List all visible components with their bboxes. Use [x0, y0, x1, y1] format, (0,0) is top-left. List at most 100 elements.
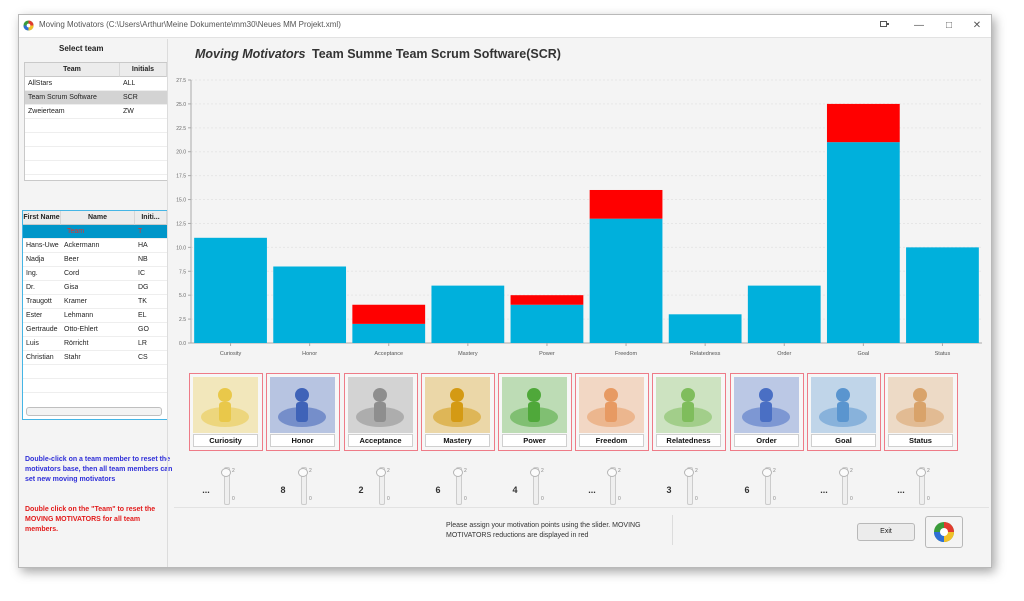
slider-min-label: 0 — [695, 496, 698, 502]
slider-thumb-mastery[interactable] — [453, 468, 463, 477]
motivator-card-label: Power — [502, 434, 567, 447]
team-name-cell: Team Scrum Software — [28, 94, 97, 101]
moving-motivators-logo-icon — [934, 522, 954, 542]
exit-button[interactable]: Exit — [857, 523, 915, 541]
slider-min-label: 0 — [309, 496, 312, 502]
y-tick-label: 2.5 — [179, 317, 186, 323]
power-card-image-icon — [502, 377, 567, 433]
y-tick-label: 0.0 — [179, 341, 186, 347]
motivator-card-goal[interactable]: Goal — [807, 373, 881, 451]
member-initials-cell: DG — [138, 284, 149, 291]
slider-thumb-relatedness[interactable] — [684, 468, 694, 477]
initials-column-header[interactable]: Initi... — [135, 211, 167, 225]
motivator-card-power[interactable]: Power — [498, 373, 572, 451]
slider-max-label: 2 — [850, 468, 853, 474]
motivator-card-curiosity[interactable]: Curiosity — [189, 373, 263, 451]
motivator-card-freedom[interactable]: Freedom — [575, 373, 649, 451]
team-title: Team Summe Team Scrum Software(SCR) — [312, 47, 561, 61]
member-first-name-cell: Traugott — [26, 298, 52, 305]
slider-track-power[interactable] — [533, 467, 539, 505]
slider-track-acceptance[interactable] — [379, 467, 385, 505]
member-row[interactable]: Christian Stahr CS — [23, 351, 167, 365]
slider-thumb-honor[interactable] — [298, 468, 308, 477]
motivator-card-order[interactable]: Order — [730, 373, 804, 451]
slider-track-curiosity[interactable] — [224, 467, 230, 505]
member-row[interactable]: Ester Lehmann EL — [23, 309, 167, 323]
team-column-header[interactable]: Team — [25, 63, 120, 77]
team-row[interactable]: Team Scrum Software SCR — [25, 91, 167, 105]
member-name-cell: Cord — [64, 270, 80, 277]
member-first-name-cell: Gertraude — [26, 326, 58, 333]
slider-max-label: 2 — [773, 468, 776, 474]
motivators-chart: 0.0 2.5 5.0 7.5 10.0 12.5 15.0 17.5 20.0 22.5 25.0… — [176, 78, 982, 357]
slider-thumb-status[interactable] — [916, 468, 926, 477]
slider-thumb-freedom[interactable] — [607, 468, 617, 477]
slider-thumb-acceptance[interactable] — [376, 468, 386, 477]
motivator-card-label: Relatedness — [656, 434, 721, 447]
member-first-name-cell: Hans-Uwe — [26, 242, 59, 249]
member-name-cell: Otto-Ehlert — [64, 326, 98, 333]
member-row[interactable]: Team T — [23, 225, 167, 239]
slider-max-label: 2 — [618, 468, 621, 474]
slider-min-label: 0 — [850, 496, 853, 502]
maximize-icon[interactable]: □ — [945, 20, 953, 31]
member-row[interactable]: Gertraude Otto-Ehlert GO — [23, 323, 167, 337]
member-row[interactable]: Luis Rörricht LR — [23, 337, 167, 351]
slider-thumb-goal[interactable] — [839, 468, 849, 477]
member-row[interactable]: Hans-Uwe Ackermann HA — [23, 239, 167, 253]
slider-track-relatedness[interactable] — [687, 467, 693, 505]
logo-button[interactable] — [925, 516, 963, 548]
slider-track-status[interactable] — [919, 467, 925, 505]
slider-track-mastery[interactable] — [456, 467, 462, 505]
pane-divider — [167, 39, 168, 567]
reduction-bar-freedom — [589, 189, 663, 219]
slider-track-goal[interactable] — [842, 467, 848, 505]
motivator-card-acceptance[interactable]: Acceptance — [344, 373, 418, 451]
slider-thumb-curiosity[interactable] — [221, 468, 231, 477]
slider-thumb-power[interactable] — [530, 468, 540, 477]
minimize-icon[interactable]: — — [914, 20, 924, 31]
motivator-card-mastery[interactable]: Mastery — [421, 373, 495, 451]
slider-value-goal: ... — [820, 485, 828, 495]
slider-track-order[interactable] — [765, 467, 771, 505]
member-initials-cell: T — [138, 228, 143, 235]
motivator-card-status[interactable]: Status — [884, 373, 958, 451]
slider-track-honor[interactable] — [301, 467, 307, 505]
member-first-name-cell: Luis — [26, 340, 39, 347]
horizontal-scrollbar[interactable] — [26, 407, 162, 416]
close-icon[interactable]: ✕ — [972, 20, 982, 31]
member-row[interactable]: Traugott Kramer TK — [23, 295, 167, 309]
member-first-name-cell: Nadja — [26, 256, 45, 263]
slider-track-freedom[interactable] — [610, 467, 616, 505]
member-row[interactable]: Ing. Cord IC — [23, 267, 167, 281]
members-table[interactable]: First Name Name Initi... Team T Hans-Uwe Ac… — [22, 210, 168, 420]
team-row[interactable]: Zweierteam ZW — [25, 105, 167, 119]
x-tick-label: Status — [935, 351, 951, 357]
member-row[interactable]: Nadja Beer NB — [23, 253, 167, 267]
team-row[interactable]: AllStars ALL — [25, 77, 167, 91]
motivator-card-honor[interactable]: Honor — [266, 373, 340, 451]
first-name-column-header[interactable]: First Name — [23, 211, 61, 225]
slider-max-label: 2 — [695, 468, 698, 474]
bar-mastery — [431, 285, 505, 343]
team-table[interactable]: Team Initials AllStars ALL Team Scrum Soft… — [24, 62, 168, 181]
team-initials-cell: ZW — [123, 108, 134, 115]
slider-thumb-order[interactable] — [762, 468, 772, 477]
restore-window-icon[interactable] — [875, 18, 895, 33]
empty-row — [25, 133, 167, 147]
initials-column-header[interactable]: Initials — [120, 63, 167, 77]
bar-honor — [273, 266, 347, 343]
member-first-name-cell: Ing. — [26, 270, 38, 277]
member-row[interactable]: Dr. Gisa DG — [23, 281, 167, 295]
member-name-cell: Stahr — [64, 354, 81, 361]
slider-value-freedom: ... — [588, 485, 596, 495]
name-column-header[interactable]: Name — [61, 211, 135, 225]
motivator-card-label: Curiosity — [193, 434, 258, 447]
member-initials-cell: EL — [138, 312, 147, 319]
slider-value-honor: 8 — [280, 485, 286, 495]
reduction-bar-acceptance — [352, 304, 426, 324]
motivator-card-label: Mastery — [425, 434, 490, 447]
title-bar: Moving Motivators (C:\Users\Arthur\Meine… — [19, 15, 991, 38]
motivator-card-relatedness[interactable]: Relatedness — [652, 373, 726, 451]
y-tick-label: 15.0 — [176, 198, 186, 204]
